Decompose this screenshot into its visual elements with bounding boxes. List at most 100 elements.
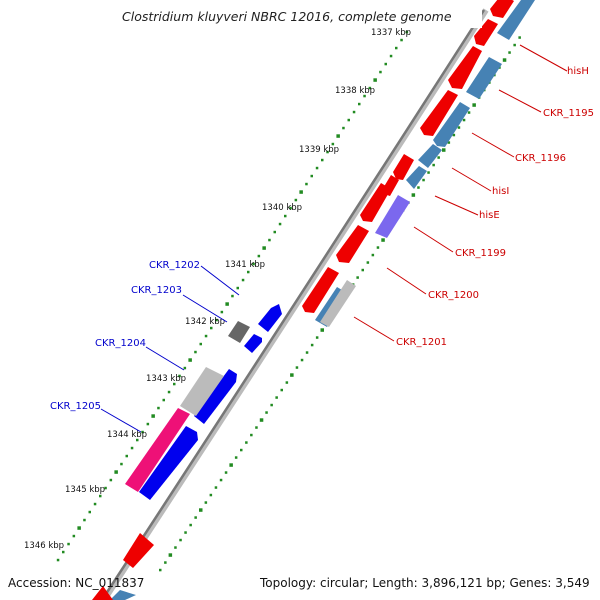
gc-dot [162, 398, 165, 402]
gene-feature[interactable] [433, 102, 470, 147]
gc-dot [245, 441, 248, 444]
gc-dot [358, 102, 361, 106]
gc-dot [234, 456, 238, 459]
gc-dot [189, 523, 192, 527]
gene-feature[interactable] [194, 369, 237, 424]
gene-label[interactable]: CKR_1202 [149, 260, 200, 271]
gc-dot [151, 414, 155, 418]
gc-dot [157, 406, 160, 410]
gene-feature[interactable] [497, 0, 535, 40]
gc-dot [305, 351, 309, 354]
gene-feature[interactable] [258, 304, 282, 332]
gene-label[interactable]: CKR_1199 [455, 248, 506, 259]
features-cog [110, 0, 535, 600]
gc-dot [417, 186, 420, 189]
gene-feature[interactable] [420, 90, 458, 136]
gc-dot [342, 126, 345, 130]
gc-dot [88, 510, 91, 514]
gene-feature[interactable] [110, 590, 136, 600]
gene-feature[interactable] [406, 166, 427, 189]
gc-dot [184, 531, 187, 534]
gc-dot [363, 94, 366, 98]
gc-dot [432, 163, 435, 167]
gene-feature[interactable] [466, 57, 502, 99]
gc-dot [159, 568, 162, 572]
gene-feature[interactable] [228, 321, 250, 343]
gene-label[interactable]: CKR_1200 [428, 290, 479, 301]
gene-label[interactable]: hisI [492, 186, 509, 197]
gc-dot [299, 190, 303, 194]
gene-feature[interactable] [360, 183, 391, 222]
gene-feature[interactable] [336, 225, 369, 263]
backbone-circle [100, 9, 486, 600]
gc-dot [173, 382, 176, 386]
features-reverse [92, 304, 282, 600]
gc-dot [315, 336, 319, 339]
gene-feature[interactable] [92, 586, 113, 600]
gc-dot [384, 62, 387, 66]
gene-labels-left: CKR_1202 CKR_1203 CKR_1204 CKR_1205 [50, 260, 200, 412]
gc-dot [141, 430, 144, 434]
gene-feature[interactable] [320, 280, 356, 327]
gene-feature[interactable] [244, 334, 262, 353]
tick-label: 1339 kbp [299, 145, 339, 155]
gene-label[interactable]: CKR_1204 [95, 338, 146, 349]
gc-dot [502, 58, 507, 62]
gc-dot [268, 238, 271, 242]
gene-feature[interactable] [302, 267, 339, 313]
gc-dot [389, 54, 393, 58]
gc-dot [257, 254, 261, 258]
gc-dot [255, 426, 258, 429]
gene-feature[interactable] [125, 408, 190, 492]
gc-dot [442, 148, 446, 152]
gene-feature[interactable] [393, 154, 414, 180]
gc-dot [508, 51, 511, 54]
gc-dot [178, 374, 181, 378]
gc-dot [411, 193, 416, 197]
features-forward [123, 0, 514, 568]
gc-dot [225, 302, 229, 306]
gc-dot [427, 171, 430, 174]
gc-dot [285, 381, 289, 384]
gc-dot [315, 166, 319, 170]
gene-feature[interactable] [139, 426, 198, 500]
gc-dot [194, 516, 197, 519]
gc-dot [168, 553, 173, 557]
gene-label[interactable]: hisH [567, 66, 589, 77]
gc-dot [204, 501, 208, 504]
gc-dot [331, 142, 335, 146]
gc-dot [310, 174, 313, 178]
tick-label: 1340 kbp [262, 203, 302, 213]
gene-feature[interactable] [448, 46, 482, 89]
position-ticks: 1337 kbp 1338 kbp 1339 kbp 1340 kbp 1341… [24, 28, 411, 551]
gc-dot [219, 478, 223, 482]
gene-labels-right: hisH CKR_1195 CKR_1196 hisI hisE CKR_119… [396, 66, 594, 348]
gc-dot [114, 470, 118, 474]
gene-label[interactable]: CKR_1196 [515, 153, 566, 164]
gc-dot [373, 78, 377, 82]
gene-feature[interactable] [123, 533, 154, 568]
gc-dot [265, 411, 268, 414]
gc-dot [290, 373, 294, 377]
gene-feature[interactable] [490, 0, 514, 18]
gene-feature[interactable] [418, 144, 442, 168]
gc-dot [376, 246, 380, 249]
gene-label[interactable]: CKR_1203 [131, 285, 182, 296]
gc-dot [336, 134, 340, 138]
gene-feature[interactable] [180, 367, 224, 416]
gc-dot [347, 118, 350, 122]
genome-summary-text: Topology: circular; Length: 3,896,121 bp… [259, 576, 590, 590]
gc-dot [215, 318, 218, 322]
gene-feature[interactable] [474, 19, 498, 46]
title-backdrop [118, 2, 482, 28]
gc-dot [167, 390, 171, 394]
gene-label[interactable]: CKR_1195 [543, 108, 594, 119]
gene-label[interactable]: CKR_1205 [50, 401, 101, 412]
gene-label[interactable]: CKR_1201 [396, 337, 447, 348]
gc-dot [310, 343, 314, 347]
gc-dot [236, 286, 239, 290]
gc-dot [270, 403, 273, 407]
gene-label[interactable]: hisE [479, 210, 500, 221]
gc-dot [294, 198, 298, 202]
gene-feature[interactable] [375, 195, 410, 238]
